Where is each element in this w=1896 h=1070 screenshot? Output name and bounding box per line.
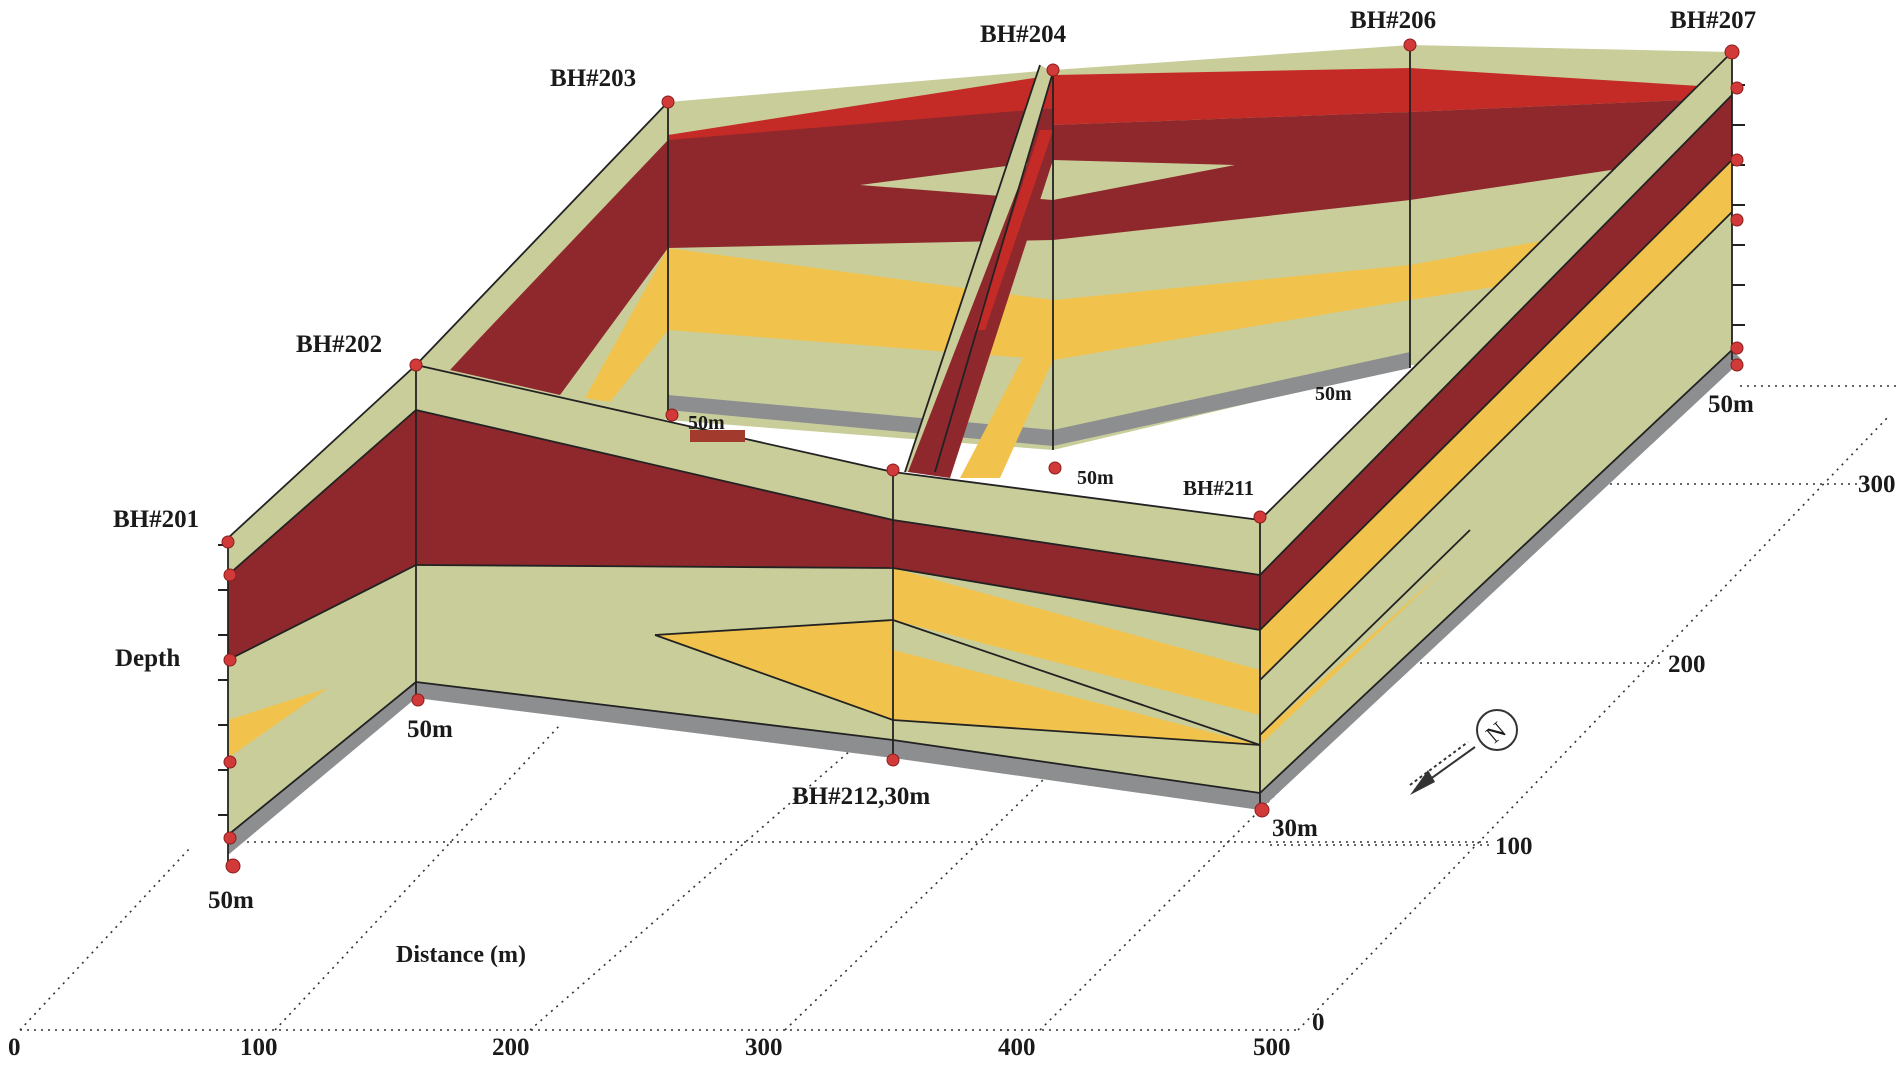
- layer-dark-red-clay: [228, 410, 416, 660]
- x-tick-label: 100: [240, 1034, 278, 1061]
- right-panel: [1259, 51, 1742, 810]
- front-panel: [415, 364, 1261, 810]
- depth-label-bh202: 50m: [407, 716, 453, 743]
- layer-base: [416, 682, 893, 758]
- label-bh206: BH#206: [1350, 7, 1436, 34]
- borehole-marker-bh201-bottom: [225, 858, 241, 874]
- borehole-marker-bh211: [1253, 510, 1267, 524]
- layer-yellow-sand: [1260, 160, 1732, 680]
- depth-label-bh204: 50m: [1077, 467, 1114, 489]
- layer-red-clay: [1410, 68, 1732, 112]
- borehole-marker-bh201: [223, 755, 237, 769]
- red-patch: [690, 430, 745, 442]
- left-panel: [227, 101, 669, 855]
- y-tick-label: 200: [1668, 651, 1706, 678]
- depth-label-bh211: 30m: [1272, 815, 1318, 842]
- label-bh201: BH#201: [113, 506, 199, 533]
- depth-label-bh206: 50m: [1315, 383, 1352, 405]
- depth-label-bh203: 50m: [688, 412, 725, 434]
- borehole-marker-bh201: [223, 831, 237, 845]
- label-bh202: BH#202: [296, 331, 382, 358]
- borehole-marker-bh207: [1730, 81, 1744, 95]
- borehole-marker-bh207-bottom: [1730, 358, 1744, 372]
- label-bh203: BH#203: [550, 65, 636, 92]
- layer-dark-red-clay: [1410, 98, 1732, 200]
- layer-top-soil: [416, 102, 668, 405]
- depth-labels: 50m 50m 50m 50m 50m 50m 30m: [208, 383, 1754, 914]
- x-tick-label: 400: [998, 1034, 1036, 1061]
- borehole-marker-bh211-bottom: [1254, 802, 1270, 818]
- borehole-marker-bh204-bottom: [1048, 461, 1062, 475]
- layer-base: [1053, 352, 1410, 446]
- label-bh207: BH#207: [1670, 7, 1756, 34]
- borehole-marker-bh207: [1724, 44, 1740, 60]
- borehole-marker-bh201-top: [221, 535, 235, 549]
- north-symbol: N: [1482, 717, 1512, 748]
- y-tick-label: 0: [1312, 1009, 1325, 1036]
- borehole-marker-bh202-bottom: [411, 693, 425, 707]
- label-bh204: BH#204: [980, 21, 1067, 48]
- x-tick-label: 0: [8, 1034, 21, 1061]
- borehole-marker-bh201: [223, 653, 237, 667]
- layer-base: [1260, 350, 1742, 810]
- borehole-marker-bh207: [1730, 153, 1744, 167]
- layer-dark-red-clay: [1260, 95, 1732, 630]
- north-arrow-icon: N: [1409, 709, 1518, 795]
- layer-red-clay: [668, 75, 1053, 140]
- layer-dark-red-clay: [668, 108, 1053, 248]
- layer-base: [228, 682, 416, 855]
- layer-yellow-sand: [1260, 565, 1450, 745]
- x-tick-label: 300: [745, 1034, 783, 1061]
- borehole-columns: [218, 45, 1745, 865]
- borehole-marker-bh207: [1730, 341, 1744, 355]
- layer-dark-red-clay: [893, 520, 1260, 630]
- borehole-marker-bh203-bottom: [665, 408, 679, 422]
- x-tick-label: 500: [1253, 1034, 1291, 1061]
- borehole-markers: [221, 38, 1744, 874]
- borehole-marker-bh212: [886, 463, 900, 477]
- layer-clay-lens: [1053, 160, 1235, 200]
- axis-label-distance: Distance (m): [396, 942, 526, 968]
- layer-yellow-sand: [893, 650, 1260, 745]
- y-tick-label: 300: [1858, 471, 1896, 498]
- borehole-marker-bh202: [409, 358, 423, 372]
- layer-base: [893, 740, 1260, 810]
- borehole-marker-bh207: [1730, 213, 1744, 227]
- label-bh212: BH#212,30m: [792, 783, 930, 810]
- fault-panel: [904, 64, 1054, 478]
- layer-yellow-sand: [655, 620, 893, 720]
- borehole-labels: BH#201 BH#202 BH#203 BH#204 BH#206 BH#20…: [113, 7, 1756, 810]
- layer-yellow-sand: [585, 248, 668, 402]
- borehole-marker-bh201: [223, 568, 237, 582]
- borehole-marker-bh212-bottom: [886, 753, 900, 767]
- layer-dark-red-clay: [416, 410, 893, 568]
- borehole-marker-bh203: [661, 95, 675, 109]
- y-tick-label: 100: [1495, 833, 1533, 860]
- axis-label-depth: Depth: [115, 645, 180, 672]
- depth-label-bh207: 50m: [1708, 391, 1754, 418]
- layer-dark-red-clay: [450, 135, 668, 395]
- borehole-marker-bh204: [1046, 63, 1060, 77]
- axes: Depth Distance (m) 0 100 200 300 400 500…: [8, 471, 1896, 1061]
- layer-dark-red-clay: [1053, 112, 1410, 240]
- x-tick-label: 200: [492, 1034, 530, 1061]
- depth-label-bh201: 50m: [208, 887, 254, 914]
- borehole-marker-bh206: [1403, 38, 1417, 52]
- layer-red-clay: [1053, 68, 1410, 125]
- label-bh211: BH#211: [1183, 476, 1254, 500]
- layer-yellow-sand: [1053, 265, 1410, 360]
- layer-yellow-sand: [228, 688, 328, 758]
